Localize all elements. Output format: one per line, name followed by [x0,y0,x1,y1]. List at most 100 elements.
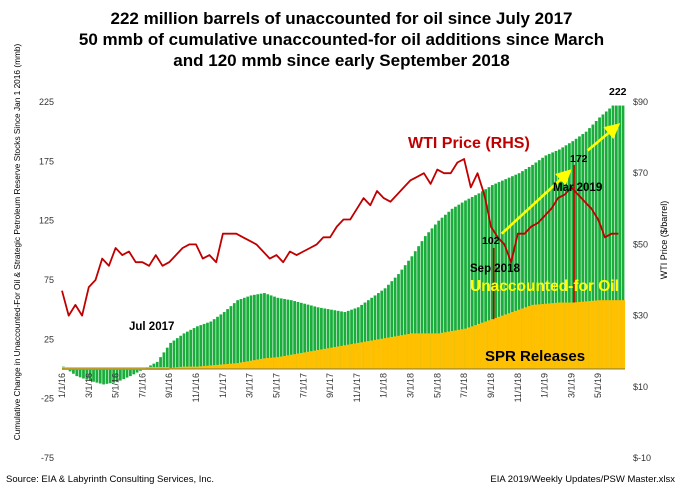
source-left: Source: EIA & Labyrinth Consulting Servi… [6,474,215,485]
y-left-tick-label: 75 [44,275,54,285]
unaccounted-bar [95,369,99,383]
unaccounted-bar [494,183,498,369]
spr-bar [507,313,512,369]
unaccounted-bar [571,141,575,369]
unaccounted-bar [303,303,307,369]
unaccounted-bar [417,246,420,369]
spr-bar [450,331,455,369]
unaccounted-bar [370,297,374,369]
unaccounted-bar [279,298,283,369]
y-left-tick-label: -25 [41,394,54,404]
spr-bar [511,312,515,369]
unaccounted-bar [420,241,424,369]
unaccounted-bar [266,294,270,369]
x-tick-label: 11/1/16 [191,373,201,402]
unaccounted-bar [403,265,407,369]
spr-bar [390,336,394,369]
unaccounted-bar [531,164,534,369]
unaccounted-bar [323,308,327,369]
unaccounted-bar [564,145,568,369]
unaccounted-bar [293,301,296,369]
x-tick-label: 9/1/17 [325,373,335,398]
spr-bar [487,320,492,369]
unaccounted-bar [521,171,524,369]
unaccounted-bar [524,169,528,369]
spr-bar [554,302,559,369]
unaccounted-bar [172,340,176,369]
spr-bar [216,364,220,369]
spr-bar [447,331,451,369]
x-tick-label: 7/1/18 [459,373,469,398]
spr-bar [477,323,481,369]
unaccounted-bar [470,196,474,369]
unaccounted-bar [514,174,518,369]
x-tick-label: 11/1/18 [513,373,523,402]
unaccounted-bar [179,335,183,369]
spr-bar [229,363,234,369]
spr-bar [584,301,589,369]
unaccounted-bar [236,300,240,369]
spr-bar [497,316,502,369]
unaccounted-bar [75,369,79,377]
spr-bar [527,306,532,369]
y-right-tick-label: $70 [633,168,648,178]
spr-bar [172,367,177,369]
unaccounted-bar [440,217,444,369]
spr-bar [316,350,321,369]
spr-bar [571,302,575,369]
unaccounted-bar [246,296,250,369]
unaccounted-bar [269,295,273,369]
unaccounted-bar [447,211,451,369]
unaccounted-bar [460,202,464,369]
annotations-group: WTI Price (RHS) Jul 2017 102 Sep 2018 172 Mar… [129,86,627,365]
annotation-172: 172 [570,153,588,165]
spr-bar [236,363,240,369]
unaccounted-bar [92,369,95,382]
spr-bar [366,341,371,369]
spr-bar [608,300,612,369]
spr-bar [373,339,378,369]
spr-bar [611,300,616,369]
unaccounted-bar [259,293,263,369]
unaccounted-bar [480,191,484,369]
unaccounted-bar [490,185,494,369]
unaccounted-bar [249,295,253,369]
spr-bar [263,358,267,369]
spr-bar [283,355,287,369]
spr-bar [192,366,197,369]
spr-bar [534,304,538,369]
spr-bar [420,333,425,369]
unaccounted-bar [400,269,404,369]
x-tick-label: 5/1/18 [432,373,442,398]
spr-bar [273,357,277,369]
spr-bar [246,361,250,369]
unaccounted-bar [591,124,595,369]
unaccounted-bar [242,297,246,369]
unaccounted-bar [296,301,300,369]
spr-bar [417,333,421,369]
spr-bar [564,302,569,369]
unaccounted-bar [199,325,203,369]
spr-bar [464,328,468,369]
unaccounted-bar [507,177,511,369]
spr-bar [387,337,391,369]
unaccounted-bar [122,369,126,380]
unaccounted-bar [162,352,166,369]
spr-bar [427,333,431,369]
spr-bar [182,366,187,369]
spr-bar [189,366,193,369]
spr-bar [175,367,180,369]
unaccounted-bar [437,220,441,369]
unaccounted-bar [393,277,397,369]
unaccounted-bar [517,173,521,369]
unaccounted-bar [568,143,571,369]
spr-bar [397,335,401,369]
annotation-mar-2019: Mar 2019 [553,182,602,194]
unaccounted-bar [78,369,82,378]
unaccounted-bar [206,322,209,369]
spr-bar [289,354,294,369]
spr-bar [313,350,317,369]
unaccounted-bar [226,309,229,369]
spr-bar [544,303,549,369]
x-tick-label: 7/1/17 [298,373,308,398]
